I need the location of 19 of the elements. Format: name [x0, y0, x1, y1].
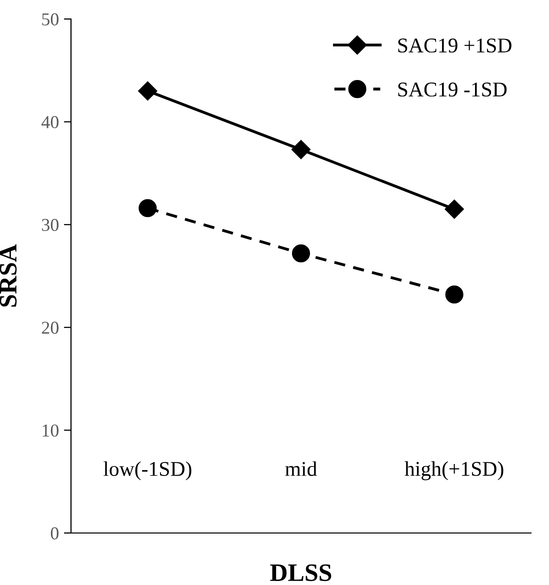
point — [291, 140, 311, 160]
point — [138, 81, 158, 100]
x-axis-title: DLSS — [270, 564, 332, 582]
y-axis-title: SRSA — [0, 244, 17, 307]
point — [444, 200, 464, 219]
y-tick-label: 40 — [41, 116, 59, 128]
point — [138, 199, 157, 218]
legend-label: SAC19 -1SD — [398, 82, 507, 97]
y-tick-label: 0 — [50, 527, 59, 540]
legend-label: SAC19 +1SD — [398, 38, 512, 53]
x-tick-label: mid — [285, 461, 317, 476]
y-tick-label: 50 — [42, 13, 59, 26]
x-tick-label: high(+1SD) — [404, 461, 504, 480]
y-tick-label: 30 — [42, 218, 59, 232]
y-tick-label: 20 — [42, 322, 59, 334]
y-tick-label: 10 — [42, 424, 59, 437]
point — [292, 244, 310, 262]
point — [445, 285, 464, 304]
x-tick-label: low(-1SD) — [104, 461, 192, 480]
